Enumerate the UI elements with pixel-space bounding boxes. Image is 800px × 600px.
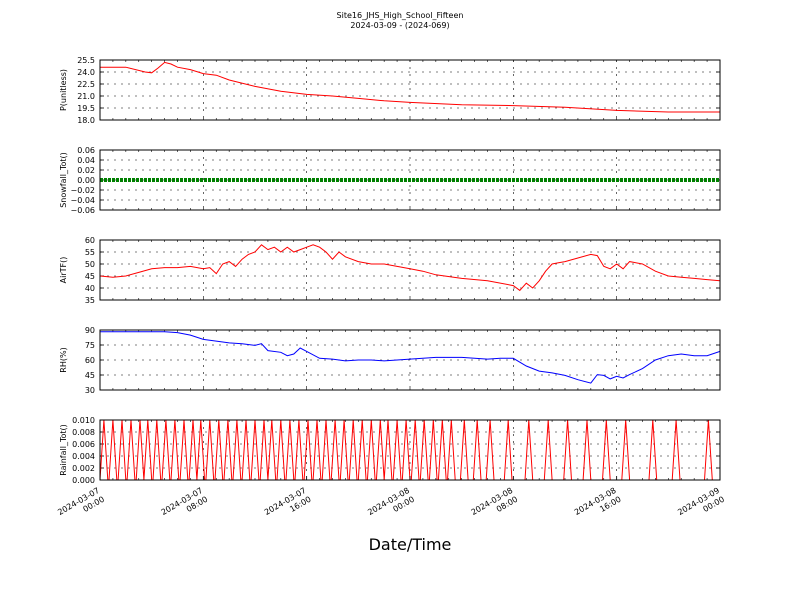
series-line [100, 61, 720, 113]
y-tick-label: 19.5 [77, 104, 95, 113]
y-tick-label: 0.002 [72, 464, 95, 473]
y-tick-label: 0.06 [77, 146, 95, 155]
y-tick-label: 0.008 [72, 428, 95, 437]
y-tick-label: 0.010 [72, 416, 95, 425]
x-tick-label: 2024-03-0816:00 [573, 486, 623, 526]
plot-frame [99, 329, 721, 391]
y-tick-label: 50 [85, 260, 95, 269]
y-tick-label: 45 [85, 371, 95, 380]
x-tick-label: 2024-03-0800:00 [366, 486, 416, 526]
x-axis-label: Date/Time [368, 535, 452, 554]
x-tick-label: 2024-03-0700:00 [56, 486, 106, 526]
plot-frame [99, 239, 721, 301]
y-tick-label: −0.06 [70, 206, 95, 215]
y-tick-label: 40 [85, 284, 95, 293]
y-tick-label: −0.04 [70, 196, 95, 205]
y-tick-label: 0.02 [77, 166, 95, 175]
series-line [100, 331, 721, 384]
y-tick-label: 22.5 [77, 80, 95, 89]
y-tick-label: 60 [85, 236, 95, 245]
y-axis-label: Rainfall_Tot() [59, 424, 68, 476]
y-axis-label: AirTF() [59, 257, 68, 284]
series-line [99, 244, 721, 292]
x-tick-label: 2024-03-0708:00 [160, 486, 210, 526]
y-axis-label: P(unitless) [59, 69, 68, 111]
x-tick-label: 2024-03-0900:00 [676, 486, 726, 526]
y-tick-label: −0.02 [70, 186, 95, 195]
y-tick-label: 35 [85, 296, 95, 305]
chart-subtitle: 2024-03-09 - (2024-069) [350, 21, 450, 30]
y-tick-label: 30 [85, 386, 95, 395]
y-tick-label: 21.0 [77, 92, 95, 101]
x-tick-label: 2024-03-0808:00 [470, 486, 520, 526]
y-tick-label: 0.00 [77, 176, 95, 185]
y-tick-label: 45 [85, 272, 95, 281]
y-tick-label: 90 [85, 326, 95, 335]
y-tick-label: 18.0 [77, 116, 95, 125]
y-axis-label: RH(%) [59, 347, 68, 372]
y-axis-label: Snowfall_Tot() [59, 152, 68, 208]
plot-frame [99, 149, 721, 211]
y-tick-label: 0.000 [72, 476, 95, 485]
y-tick-label: 0.004 [72, 452, 95, 461]
y-tick-label: 24.0 [77, 68, 95, 77]
x-tick-label: 2024-03-0716:00 [263, 486, 313, 526]
y-tick-label: 0.006 [72, 440, 95, 449]
y-tick-label: 75 [85, 341, 95, 350]
chart-title: Site16_JHS_High_School_Fifteen [336, 11, 464, 20]
y-tick-label: 55 [85, 248, 95, 257]
y-tick-label: 25.5 [77, 56, 95, 65]
y-tick-label: 0.04 [77, 156, 95, 165]
plot-frame [99, 59, 721, 121]
y-tick-label: 60 [85, 356, 95, 365]
